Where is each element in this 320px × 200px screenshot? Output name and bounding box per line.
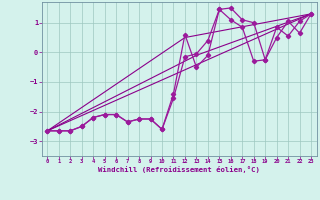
X-axis label: Windchill (Refroidissement éolien,°C): Windchill (Refroidissement éolien,°C) [98,166,260,173]
